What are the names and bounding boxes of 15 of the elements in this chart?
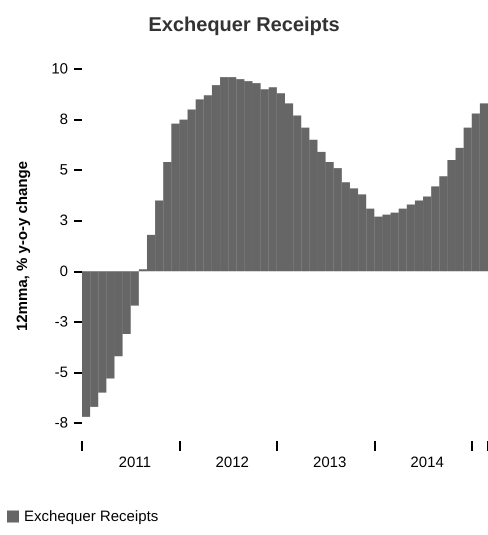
y-tick-label: 0: [60, 262, 68, 280]
legend-label: Exchequer Receipts: [24, 508, 158, 525]
y-axis-title: 12mma, % y-o-y change: [14, 160, 31, 332]
x-tick-label: 2012: [216, 454, 249, 471]
y-tick-label: 8: [60, 111, 68, 128]
y-tick-label: -3: [54, 313, 68, 330]
x-tick-label: 2011: [118, 454, 151, 471]
y-tick-label: -8: [54, 414, 68, 432]
x-tick-label: 2013: [312, 454, 346, 471]
y-tick-label: 10: [51, 60, 68, 78]
y-tick-label: -5: [54, 364, 68, 381]
chart-title: Exchequer Receipts: [148, 14, 340, 36]
x-tick-label: 2014: [410, 454, 444, 471]
y-tick-label: 3: [60, 212, 68, 230]
y-tick-label: 5: [60, 162, 68, 179]
